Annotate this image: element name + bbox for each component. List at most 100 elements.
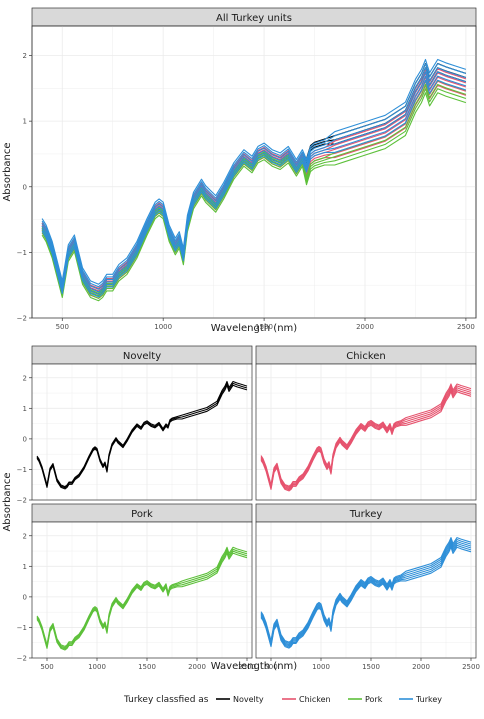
facet-plot-area xyxy=(32,364,252,500)
series-line-turkey xyxy=(41,63,467,288)
y-tick-label: −1 xyxy=(17,466,27,474)
legend: Turkey classfied as Novelty Chicken Pork Tu… xyxy=(123,695,442,705)
top-y-ticks: −2 −1 0 1 2 xyxy=(17,52,32,323)
x-tick-label: 2500 xyxy=(457,323,475,331)
x-tick-label: 500 xyxy=(40,663,53,671)
series-line-chicken xyxy=(260,389,472,491)
series-line-pork xyxy=(36,548,248,649)
legend-label: Novelty xyxy=(233,695,264,704)
x-tick-label: 1500 xyxy=(362,663,380,671)
top-x-ticks: 500 1000 1500 2000 2500 xyxy=(56,318,475,331)
legend-items: Novelty Chicken Pork Turkey xyxy=(216,695,442,704)
facet-plot-area xyxy=(32,522,252,658)
series-line-turkey xyxy=(260,542,472,647)
y-tick-label: 1 xyxy=(23,118,27,126)
y-tick-label: 2 xyxy=(23,532,27,540)
facet-chicken-lines xyxy=(260,383,472,492)
series-line-turkey xyxy=(260,537,472,643)
series-line-chicken xyxy=(260,385,472,488)
y-tick-label: 0 xyxy=(23,593,27,601)
x-tick-label: 1000 xyxy=(312,663,330,671)
facet-pork-grid xyxy=(32,522,252,659)
facet-plot-border xyxy=(255,363,477,501)
top-strip-label: All Turkey units xyxy=(216,13,292,24)
facet-turkey-lines xyxy=(260,537,472,649)
y-tick-label: −1 xyxy=(17,624,27,632)
x-tick-label: 2000 xyxy=(356,323,374,331)
y-tick-label: 1 xyxy=(23,405,27,413)
series-line-novelty xyxy=(36,382,248,489)
x-tick-label: 2000 xyxy=(188,663,206,671)
facet-novelty-lines xyxy=(36,380,248,490)
facet-plot-area xyxy=(256,364,476,500)
series-line-turkey xyxy=(260,540,472,646)
series-line-turkey xyxy=(41,75,467,295)
series-line-pork xyxy=(36,552,248,651)
series-line-pork xyxy=(36,546,248,647)
series-line-novelty xyxy=(36,384,248,490)
top-plot-area xyxy=(31,25,477,319)
y-tick-label: 0 xyxy=(23,183,27,191)
legend-item-turkey: Turkey xyxy=(399,695,442,704)
y-tick-label: 2 xyxy=(23,52,27,60)
series-line-pork xyxy=(41,88,467,299)
y-tick-label: 0 xyxy=(23,435,27,443)
series-line-pork xyxy=(41,92,467,302)
facet-strip-label: Novelty xyxy=(123,351,161,362)
facet-turkey: Turkey 500 1000 1500 2000 2500 xyxy=(255,503,480,671)
facet-pork: Pork 500 1000 1500 2000 2500 −2 −1 0 1 2 xyxy=(17,503,256,671)
legend-item-novelty: Novelty xyxy=(216,695,264,704)
x-tick-label: 500 xyxy=(56,323,69,331)
series-line-turkey xyxy=(41,67,467,290)
x-tick-label: 1500 xyxy=(138,663,156,671)
facet-chicken: Chicken xyxy=(255,345,477,501)
top-x-axis-label: Wavelength (nm) xyxy=(211,323,297,334)
series-line-pork xyxy=(36,550,248,650)
series-line-turkey xyxy=(260,546,472,649)
facet-novelty: Novelty −2 −1 0 1 2 xyxy=(17,345,253,505)
legend-item-pork: Pork xyxy=(348,695,383,704)
y-tick-label: 2 xyxy=(23,374,27,382)
x-tick-label: 2500 xyxy=(238,663,256,671)
y-tick-label: 1 xyxy=(23,563,27,571)
series-line-pork xyxy=(41,83,467,297)
facet-strip-label: Chicken xyxy=(346,351,386,362)
series-line-turkey xyxy=(41,58,467,285)
legend-title: Turkey classfied as xyxy=(123,695,209,705)
facet-pork-x-ticks: 500 1000 1500 2000 2500 xyxy=(40,658,256,671)
series-line-turkey xyxy=(260,538,472,644)
facet-pork-lines xyxy=(36,546,248,651)
x-tick-label: 2500 xyxy=(462,663,480,671)
facet-pork-y-ticks: −2 −1 0 1 2 xyxy=(17,532,32,663)
x-tick-label: 1500 xyxy=(255,323,273,331)
facet-plot-border xyxy=(31,363,253,501)
legend-label: Turkey xyxy=(415,695,442,704)
series-line-chicken xyxy=(260,387,472,490)
series-line-turkey xyxy=(260,544,472,648)
legend-label: Chicken xyxy=(299,695,331,704)
x-tick-label: 500 xyxy=(264,663,277,671)
facet-plot-border xyxy=(31,521,253,659)
facet-strip-label: Pork xyxy=(131,509,153,520)
top-plot-border xyxy=(31,25,477,319)
legend-label: Pork xyxy=(365,695,383,704)
facet-plot-area xyxy=(256,522,476,658)
top-panel: All Turkey units Wavelength (nm) Absorba… xyxy=(2,7,477,334)
top-y-axis-label: Absorbance xyxy=(2,142,13,201)
facet-plot-border xyxy=(255,521,477,659)
y-tick-label: −2 xyxy=(17,497,27,505)
series-line-turkey xyxy=(41,79,467,298)
facet-strip-label: Turkey xyxy=(349,509,383,520)
y-tick-label: −1 xyxy=(17,249,27,257)
legend-item-chicken: Chicken xyxy=(282,695,331,704)
facet-turkey-x-ticks: 500 1000 1500 2000 2500 xyxy=(264,658,480,671)
y-tick-label: −2 xyxy=(17,315,27,323)
x-tick-label: 2000 xyxy=(412,663,430,671)
x-tick-label: 1000 xyxy=(88,663,106,671)
series-line-novelty xyxy=(36,380,248,488)
series-line-turkey xyxy=(41,71,467,293)
facet-x-axis-label: Wavelength (nm) xyxy=(211,661,297,672)
facet-y-axis-label: Absorbance xyxy=(2,472,13,531)
